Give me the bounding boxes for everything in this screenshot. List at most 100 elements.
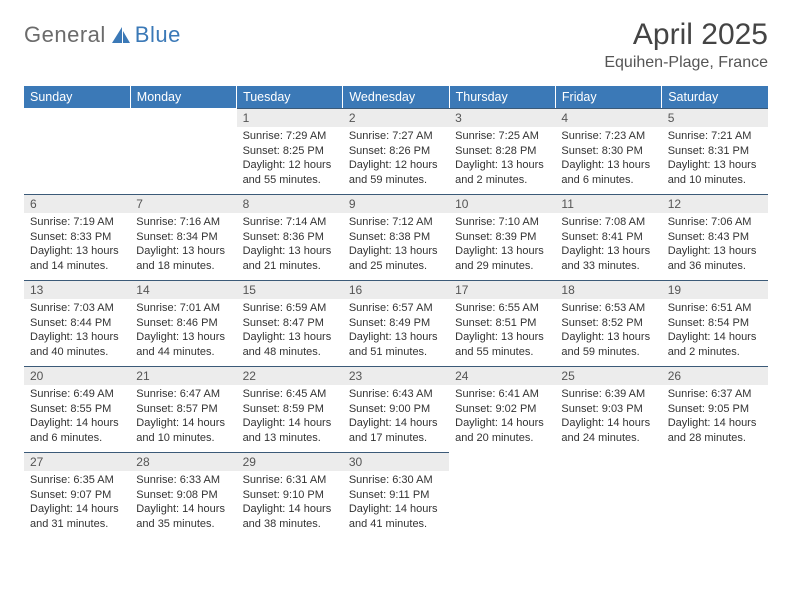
calendar-cell: 19Sunrise: 6:51 AMSunset: 8:54 PMDayligh…	[662, 280, 768, 366]
sunrise-text: Sunrise: 6:53 AM	[561, 301, 655, 316]
sunset-text: Sunset: 8:55 PM	[30, 402, 124, 417]
daylight-text: Daylight: 14 hours and 13 minutes.	[243, 416, 337, 445]
daylight-text: Daylight: 13 hours and 48 minutes.	[243, 330, 337, 359]
sunset-text: Sunset: 8:49 PM	[349, 316, 443, 331]
daylight-text: Daylight: 13 hours and 59 minutes.	[561, 330, 655, 359]
month-title: April 2025	[604, 18, 768, 52]
sunset-text: Sunset: 8:59 PM	[243, 402, 337, 417]
day-details: Sunrise: 7:16 AMSunset: 8:34 PMDaylight:…	[136, 215, 230, 273]
day-details: Sunrise: 6:39 AMSunset: 9:03 PMDaylight:…	[561, 387, 655, 445]
calendar-header-row: Sunday Monday Tuesday Wednesday Thursday…	[24, 86, 768, 108]
title-block: April 2025 Equihen-Plage, France	[604, 18, 768, 72]
day-number: 6	[24, 194, 130, 213]
day-details: Sunrise: 7:10 AMSunset: 8:39 PMDaylight:…	[455, 215, 549, 273]
sunset-text: Sunset: 8:38 PM	[349, 230, 443, 245]
sunrise-text: Sunrise: 7:01 AM	[136, 301, 230, 316]
calendar-cell: 8Sunrise: 7:14 AMSunset: 8:36 PMDaylight…	[237, 194, 343, 280]
sunset-text: Sunset: 8:43 PM	[668, 230, 762, 245]
sunset-text: Sunset: 8:34 PM	[136, 230, 230, 245]
day-details: Sunrise: 7:03 AMSunset: 8:44 PMDaylight:…	[30, 301, 124, 359]
sunset-text: Sunset: 9:03 PM	[561, 402, 655, 417]
daylight-text: Daylight: 13 hours and 36 minutes.	[668, 244, 762, 273]
sunrise-text: Sunrise: 6:59 AM	[243, 301, 337, 316]
calendar-cell: 13 Sunrise: 7:03 AMSunset: 8:44 PMDayligh…	[24, 280, 130, 366]
day-details: Sunrise: 7:25 AMSunset: 8:28 PMDaylight:…	[455, 129, 549, 187]
daylight-text: Daylight: 14 hours and 35 minutes.	[136, 502, 230, 531]
day-details: Sunrise: 7:01 AMSunset: 8:46 PMDaylight:…	[136, 301, 230, 359]
day-header: Thursday	[449, 86, 555, 108]
sunrise-text: Sunrise: 6:39 AM	[561, 387, 655, 402]
calendar-cell	[130, 108, 236, 194]
day-details: Sunrise: 6:55 AMSunset: 8:51 PMDaylight:…	[455, 301, 549, 359]
sunrise-text: Sunrise: 6:47 AM	[136, 387, 230, 402]
calendar-page: General Blue April 2025 Equihen-Plage, F…	[0, 0, 792, 558]
calendar-cell: 27Sunrise: 6:35 AMSunset: 9:07 PMDayligh…	[24, 452, 130, 538]
day-number: 22	[237, 366, 343, 385]
sunrise-text: Sunrise: 7:29 AM	[243, 129, 337, 144]
daylight-text: Daylight: 13 hours and 2 minutes.	[455, 158, 549, 187]
day-details: Sunrise: 7:23 AMSunset: 8:30 PMDaylight:…	[561, 129, 655, 187]
day-header: Friday	[555, 86, 661, 108]
daylight-text: Daylight: 13 hours and 55 minutes.	[455, 330, 549, 359]
day-details: Sunrise: 7:27 AMSunset: 8:26 PMDaylight:…	[349, 129, 443, 187]
day-details: Sunrise: 6:31 AMSunset: 9:10 PMDaylight:…	[243, 473, 337, 531]
sunset-text: Sunset: 8:46 PM	[136, 316, 230, 331]
sunrise-text: Sunrise: 6:45 AM	[243, 387, 337, 402]
day-details: Sunrise: 7:19 AMSunset: 8:33 PMDaylight:…	[30, 215, 124, 273]
sunset-text: Sunset: 8:30 PM	[561, 144, 655, 159]
daylight-text: Daylight: 13 hours and 18 minutes.	[136, 244, 230, 273]
calendar-week-row: 1Sunrise: 7:29 AMSunset: 8:25 PMDaylight…	[24, 108, 768, 194]
day-number: 18	[555, 280, 661, 299]
sunrise-text: Sunrise: 6:55 AM	[455, 301, 549, 316]
sunset-text: Sunset: 8:25 PM	[243, 144, 337, 159]
day-number: 7	[130, 194, 236, 213]
day-header: Tuesday	[237, 86, 343, 108]
sunrise-text: Sunrise: 7:08 AM	[561, 215, 655, 230]
sunrise-text: Sunrise: 7:21 AM	[668, 129, 762, 144]
daylight-text: Daylight: 14 hours and 2 minutes.	[668, 330, 762, 359]
sunrise-text: Sunrise: 6:31 AM	[243, 473, 337, 488]
sunset-text: Sunset: 8:57 PM	[136, 402, 230, 417]
day-number: 2	[343, 108, 449, 127]
sunset-text: Sunset: 9:10 PM	[243, 488, 337, 503]
sunset-text: Sunset: 8:28 PM	[455, 144, 549, 159]
calendar-cell: 11Sunrise: 7:08 AMSunset: 8:41 PMDayligh…	[555, 194, 661, 280]
calendar-cell: 1Sunrise: 7:29 AMSunset: 8:25 PMDaylight…	[237, 108, 343, 194]
day-details: Sunrise: 7:29 AMSunset: 8:25 PMDaylight:…	[243, 129, 337, 187]
sunrise-text: Sunrise: 6:57 AM	[349, 301, 443, 316]
sunset-text: Sunset: 8:33 PM	[30, 230, 124, 245]
calendar-cell: 7 Sunrise: 7:16 AMSunset: 8:34 PMDaylight…	[130, 194, 236, 280]
sunset-text: Sunset: 8:26 PM	[349, 144, 443, 159]
calendar-cell	[555, 452, 661, 538]
sunrise-text: Sunrise: 7:10 AM	[455, 215, 549, 230]
day-number: 9	[343, 194, 449, 213]
calendar-cell: 21Sunrise: 6:47 AMSunset: 8:57 PMDayligh…	[130, 366, 236, 452]
calendar-cell: 2 Sunrise: 7:27 AMSunset: 8:26 PMDaylight…	[343, 108, 449, 194]
sunset-text: Sunset: 8:52 PM	[561, 316, 655, 331]
day-details: Sunrise: 7:12 AMSunset: 8:38 PMDaylight:…	[349, 215, 443, 273]
daylight-text: Daylight: 13 hours and 14 minutes.	[30, 244, 124, 273]
day-number: 25	[555, 366, 661, 385]
calendar-cell: 16Sunrise: 6:57 AMSunset: 8:49 PMDayligh…	[343, 280, 449, 366]
sunset-text: Sunset: 8:36 PM	[243, 230, 337, 245]
calendar-cell: 17Sunrise: 6:55 AMSunset: 8:51 PMDayligh…	[449, 280, 555, 366]
day-details: Sunrise: 7:21 AMSunset: 8:31 PMDaylight:…	[668, 129, 762, 187]
day-number: 5	[662, 108, 768, 127]
day-number: 13	[24, 280, 130, 299]
daylight-text: Daylight: 13 hours and 29 minutes.	[455, 244, 549, 273]
sunrise-text: Sunrise: 6:51 AM	[668, 301, 762, 316]
day-number: 23	[343, 366, 449, 385]
calendar-cell	[449, 452, 555, 538]
daylight-text: Daylight: 13 hours and 40 minutes.	[30, 330, 124, 359]
day-details: Sunrise: 6:41 AMSunset: 9:02 PMDaylight:…	[455, 387, 549, 445]
daylight-text: Daylight: 13 hours and 10 minutes.	[668, 158, 762, 187]
calendar-cell: 15Sunrise: 6:59 AMSunset: 8:47 PMDayligh…	[237, 280, 343, 366]
calendar-cell: 30Sunrise: 6:30 AMSunset: 9:11 PMDayligh…	[343, 452, 449, 538]
sunset-text: Sunset: 8:44 PM	[30, 316, 124, 331]
daylight-text: Daylight: 13 hours and 51 minutes.	[349, 330, 443, 359]
day-details: Sunrise: 6:30 AMSunset: 9:11 PMDaylight:…	[349, 473, 443, 531]
day-number: 20	[24, 366, 130, 385]
calendar-cell: 3Sunrise: 7:25 AMSunset: 8:28 PMDaylight…	[449, 108, 555, 194]
sunrise-text: Sunrise: 6:33 AM	[136, 473, 230, 488]
calendar-week-row: 6 Sunrise: 7:19 AMSunset: 8:33 PMDaylight…	[24, 194, 768, 280]
